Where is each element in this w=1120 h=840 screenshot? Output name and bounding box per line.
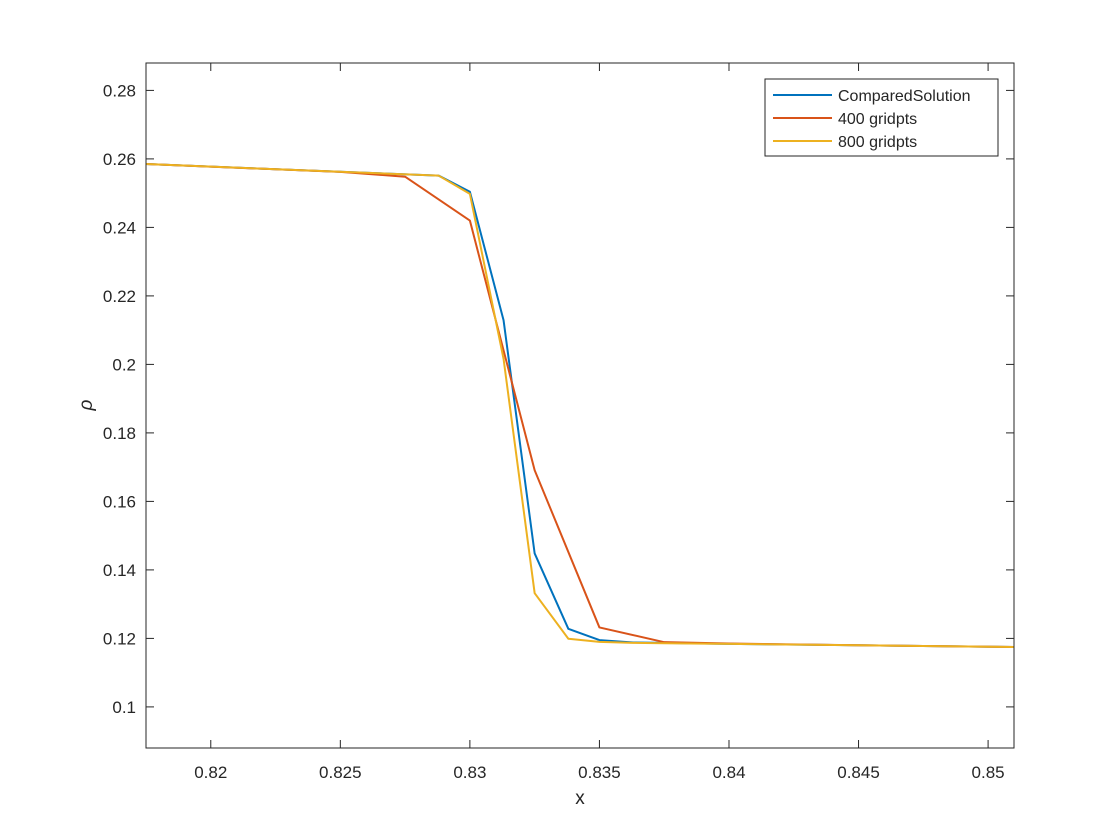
legend-label: 800 gridpts <box>838 134 917 151</box>
legend-label: ComparedSolution <box>838 88 971 105</box>
legend-label: 400 gridpts <box>838 111 917 128</box>
axis-ticks <box>146 63 1014 748</box>
y-tick-label: 0.16 <box>103 492 136 511</box>
y-tick-label: 0.24 <box>103 218 136 237</box>
x-tick-label: 0.845 <box>837 763 880 782</box>
x-tick-label: 0.84 <box>712 763 745 782</box>
y-tick-label: 0.18 <box>103 424 136 443</box>
y-tick-label: 0.14 <box>103 561 136 580</box>
plot-frame <box>145 62 1015 749</box>
y-tick-label: 0.26 <box>103 150 136 169</box>
y-tick-label: 0.22 <box>103 287 136 306</box>
x-tick-label: 0.82 <box>194 763 227 782</box>
x-tick-label: 0.835 <box>578 763 621 782</box>
x-tick-labels: 0.82 0.825 0.83 0.835 0.84 0.845 0.85 <box>194 763 1004 782</box>
x-tick-label: 0.83 <box>453 763 486 782</box>
x-tick-label: 0.85 <box>972 763 1005 782</box>
series-lines <box>145 163 1015 648</box>
y-tick-label: 0.12 <box>103 629 136 648</box>
legend: ComparedSolution 400 gridpts 800 gridpts <box>764 78 999 157</box>
y-tick-label: 0.2 <box>112 355 136 374</box>
y-axis-label: ρ <box>76 399 97 411</box>
x-axis-label: x <box>575 788 585 809</box>
x-tick-label: 0.825 <box>319 763 362 782</box>
series-line-3 <box>145 163 1015 648</box>
y-tick-label: 0.1 <box>112 698 136 717</box>
y-tick-labels: 0.1 0.12 0.14 0.16 0.18 0.2 0.22 0.24 0.26 0.28 <box>103 81 136 717</box>
y-tick-label: 0.28 <box>103 81 136 100</box>
